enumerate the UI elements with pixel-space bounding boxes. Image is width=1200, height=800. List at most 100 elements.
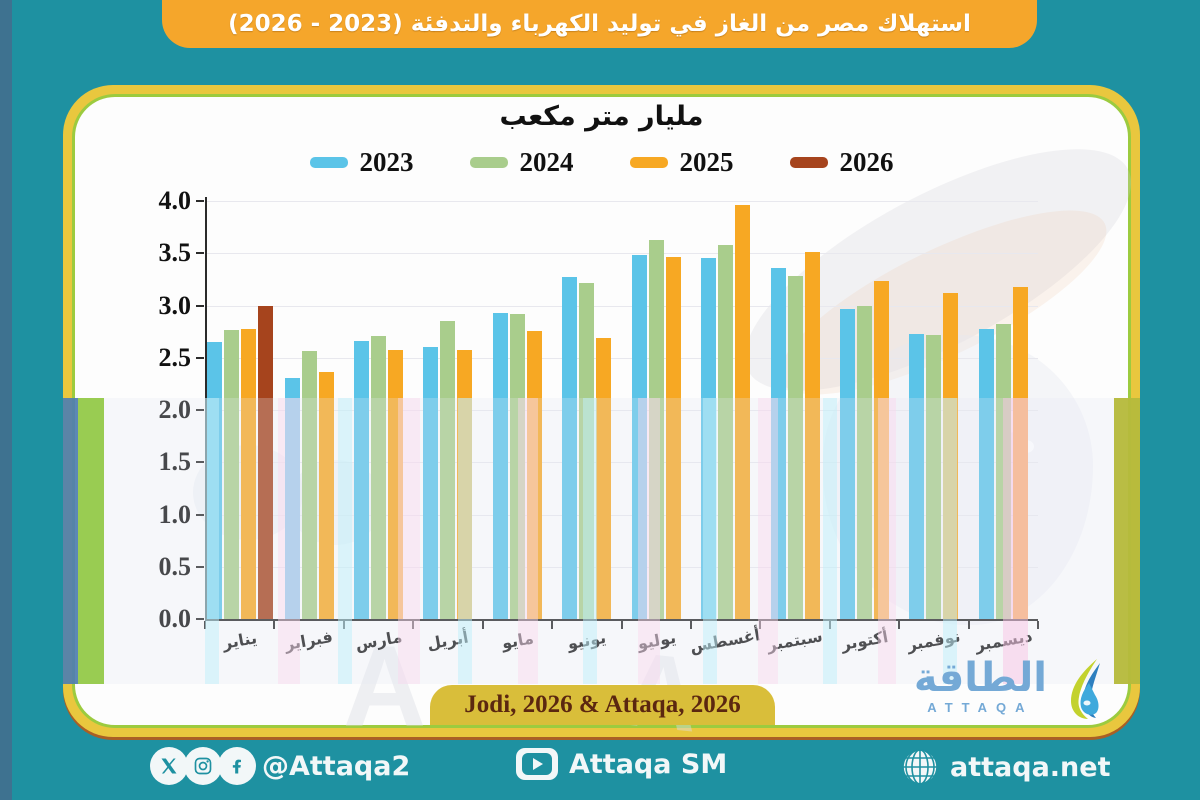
legend-item: 2026 [789,146,894,177]
bar [526,330,542,619]
bar [856,305,872,619]
youtube-icon [516,748,558,780]
y-axis-tick [196,513,204,516]
bar [1012,286,1028,619]
bar [440,321,456,619]
legend-label: 2025 [679,146,734,177]
y-axis-tick [196,618,204,620]
y-axis-tick [196,409,204,411]
legend-label: 2023 [359,146,414,177]
bar [457,350,473,619]
y-axis-label: 3.5 [158,238,192,268]
x-axis-tick [342,621,345,629]
bar [223,329,239,619]
gridline [205,253,1038,255]
chart-plot-area: 0.0 0.5 1.0 1.5 2.0 2.5 3.0 3.5 4.0 يناير فبراير ما… [63,85,1140,737]
x-axis-tick [828,621,831,629]
chart-legend: 2023 2024 2025 2026 [63,147,1140,177]
globe-icon [902,749,938,785]
x-axis-line [205,619,1038,621]
legend-swatch [309,156,348,168]
chart-unit-subtitle: مليار متر مكعب [499,101,704,132]
month-label: مارس [353,627,404,654]
x-axis-tick [481,621,484,629]
x-axis-tick [759,621,762,629]
bar [770,267,786,619]
bar-group [760,201,829,619]
y-axis-label: 1.0 [158,499,192,529]
y-axis-label: 4.0 [158,186,192,215]
source-badge-text: Jodi, 2026 & Attaqa, 2026 [464,691,741,718]
y-axis-tick [196,200,204,202]
bar [596,337,612,619]
gridline [205,410,1038,411]
month-label: نوفمبر [905,626,962,655]
x-axis-tick [967,621,970,629]
facebook-icon [218,747,256,785]
gridline [205,566,1038,568]
footer-bar: @Attaqa2 Attaqa SM attaqa.net [0,737,1200,800]
bar-group [483,201,552,619]
legend-label: 2026 [839,146,894,177]
bar [926,334,942,619]
bar-group [899,201,968,619]
bar [735,205,751,619]
bar-group [552,201,621,619]
website-url: attaqa.net [950,751,1111,783]
x-axis-tick [898,621,901,629]
month-label: ديسمبر [973,626,1034,655]
source-badge: Jodi, 2026 & Attaqa, 2026 [430,685,775,725]
page-left-edge-strip [0,0,12,800]
chart-card: A A مليار متر مكعب 2023 2024 2025 2026 0.0 0… [63,85,1140,737]
bar [509,313,525,619]
y-axis-label: 0.0 [158,604,192,633]
x-axis-tick [620,621,623,629]
legend-swatch [469,156,508,168]
y-axis-tick [196,461,204,464]
y-axis-label: 1.5 [158,447,192,477]
bar [804,252,820,619]
x-axis-tick [551,621,554,629]
gridline [205,462,1038,464]
social-handle: @Attaqa2 [262,750,411,782]
month-label: مايو [499,628,535,653]
bar [718,244,734,619]
y-axis-tick [196,304,204,307]
y-axis-label: 2.5 [158,342,192,372]
bar-group [344,201,413,619]
y-axis-label: 3.0 [158,290,192,320]
month-label: أبريل [425,627,471,654]
bar [354,341,370,619]
bar [909,333,925,619]
legend-item: 2023 [309,146,414,177]
x-axis-tick [689,621,692,629]
month-label: يناير [221,628,259,653]
bar [423,347,439,619]
gridline [205,357,1038,359]
bar [301,351,317,619]
y-axis-label: 2.0 [158,395,192,424]
page-title: استهلاك مصر من الغاز في توليد الكهرباء و… [228,11,971,37]
y-axis-line [205,197,207,619]
bar [978,328,994,619]
bar [648,239,664,619]
bar-group [622,201,691,619]
bar-group [830,201,899,619]
attaqa-logo: الطاقة ATTAQA [833,657,1103,723]
header-banner: استهلاك مصر من الغاز في توليد الكهرباء و… [162,0,1037,48]
x-axis-tick [412,621,415,629]
month-label: أغسطس [688,625,762,657]
gridline [205,305,1038,307]
gridline [205,201,1038,202]
bar [492,312,508,619]
x-axis-tick [204,621,206,629]
bar [701,258,717,619]
month-label: يونيو [566,627,608,654]
y-axis-tick [196,252,204,255]
month-label: يوليو [635,627,677,654]
legend-swatch [789,156,828,168]
bar [665,257,681,619]
x-axis-tick [1037,621,1039,629]
bar [388,350,404,619]
x-axis-tick [273,621,276,629]
